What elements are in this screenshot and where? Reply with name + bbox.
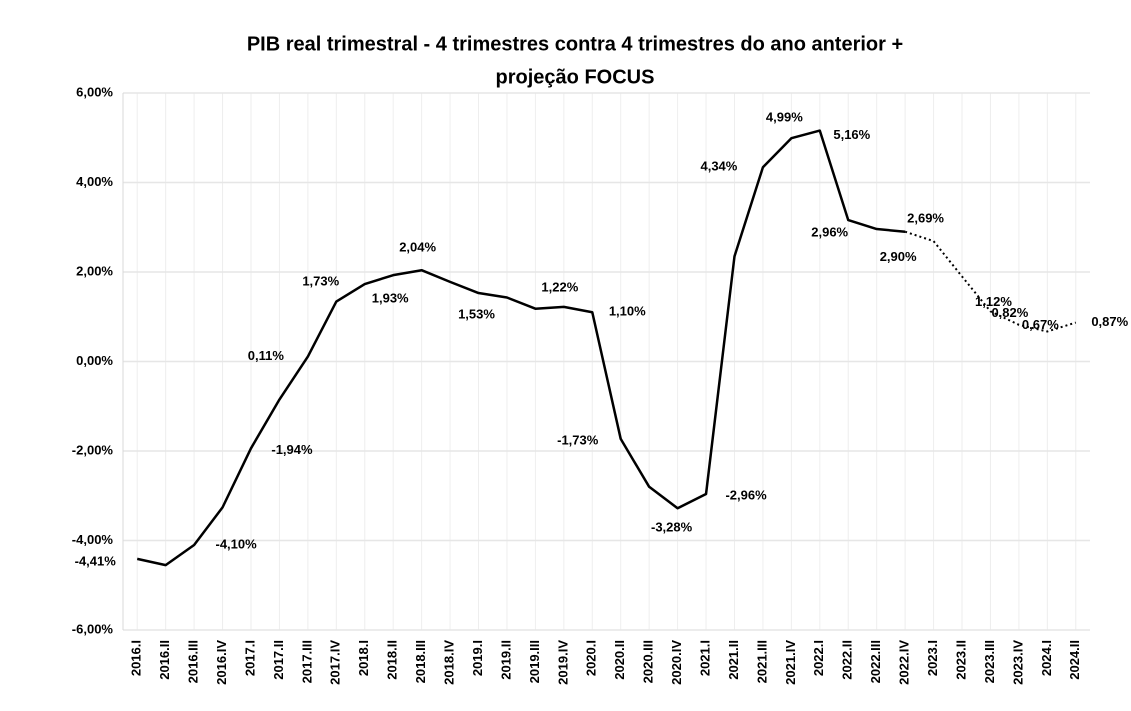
data-label: 5,16%: [833, 127, 870, 142]
x-tick-label: 2020.III: [641, 640, 656, 683]
data-label: 1,53%: [458, 306, 495, 321]
data-label: 2,96%: [811, 224, 848, 239]
line: [904, 230, 1077, 333]
x-tick-label: 2024.I: [1039, 640, 1054, 676]
data-label: -1,94%: [271, 442, 313, 457]
x-tick-label: 2022.II: [840, 640, 855, 680]
x-tick-label: 2020.IV: [669, 640, 684, 685]
y-tick-label: -2,00%: [72, 442, 114, 457]
x-tick-label: 2016.II: [157, 640, 172, 680]
x-tick-label: 2017.III: [299, 640, 314, 683]
chart-title: projeção FOCUS: [496, 66, 655, 88]
y-tick-label: 0,00%: [76, 353, 113, 368]
data-label: -1,73%: [557, 432, 599, 447]
data-label: -3,28%: [651, 520, 693, 535]
y-tick-label: 2,00%: [76, 263, 113, 278]
data-label: 0,11%: [248, 348, 285, 363]
data-label: 1,12%: [975, 294, 1012, 309]
x-tick-label: 2023.IV: [1010, 640, 1025, 685]
x-tick-label: 2023.II: [953, 640, 968, 680]
x-tick-label: 2017.I: [242, 640, 257, 676]
x-tick-label: 2022.III: [868, 640, 883, 683]
data-label: 1,93%: [372, 291, 409, 306]
x-tick-label: 2019.III: [527, 640, 542, 683]
x-tick-label: 2018.IV: [442, 640, 457, 685]
data-label: 1,73%: [302, 274, 339, 289]
x-tick-label: 2021.III: [754, 640, 769, 683]
data-label: 0,87%: [1091, 314, 1128, 329]
x-tick-label: 2020.II: [612, 640, 627, 680]
x-tick-label: 2016.I: [129, 640, 144, 676]
y-tick-label: -4,00%: [72, 532, 114, 547]
y-tick-label: 4,00%: [76, 174, 113, 189]
x-tick-label: 2016.III: [186, 640, 201, 683]
x-tick-label: 2018.I: [356, 640, 371, 676]
data-label: 2,90%: [880, 249, 917, 264]
x-tick-label: 2022.I: [811, 640, 826, 676]
data-label: 4,34%: [700, 159, 737, 174]
x-tick-label: 2021.I: [697, 640, 712, 676]
y-tick-label: 6,00%: [76, 84, 113, 99]
data-label: 0,82%: [991, 305, 1028, 320]
x-tick-label: 2021.IV: [783, 640, 798, 685]
x-tick-label: 2022.IV: [897, 640, 912, 685]
x-tick-label: 2019.II: [498, 640, 513, 680]
x-tick-label: 2017.IV: [328, 640, 343, 685]
chart-title: PIB real trimestral - 4 trimestres contr…: [247, 33, 903, 55]
x-tick-label: 2016.IV: [214, 640, 229, 685]
data-label: -4,41%: [75, 553, 117, 568]
data-label: 1,22%: [541, 279, 578, 294]
data-label: -4,10%: [216, 536, 258, 551]
data-label: 2,69%: [907, 211, 944, 226]
x-tick-label: 2018.III: [413, 640, 428, 683]
data-label: 4,99%: [766, 110, 803, 125]
x-tick-label: 2017.II: [271, 640, 286, 680]
line: [136, 129, 906, 567]
x-tick-label: 2019.IV: [555, 640, 570, 685]
x-tick-label: 2023.III: [982, 640, 997, 683]
data-label: 1,10%: [609, 304, 646, 319]
x-tick-label: 2021.II: [726, 640, 741, 680]
x-tick-label: 2024.II: [1067, 640, 1082, 680]
data-label: 2,04%: [399, 240, 436, 255]
y-tick-label: -6,00%: [72, 621, 114, 636]
x-tick-label: 2023.I: [925, 640, 940, 676]
x-tick-label: 2018.II: [385, 640, 400, 680]
x-tick-label: 2020.I: [584, 640, 599, 676]
data-label: 0,67%: [1022, 317, 1059, 332]
x-tick-label: 2019.I: [470, 640, 485, 676]
data-label: -2,96%: [725, 487, 767, 502]
